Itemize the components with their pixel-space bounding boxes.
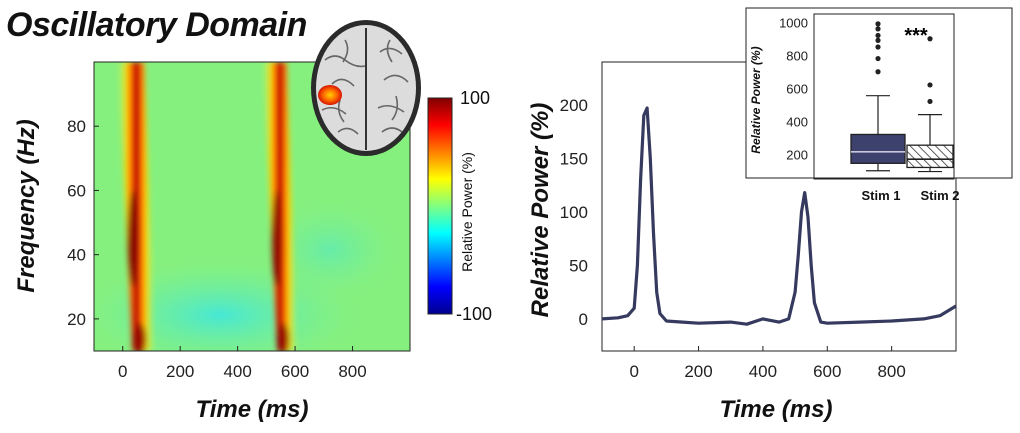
heatmap-streaks <box>118 62 297 351</box>
brain-activation-spot <box>318 85 342 105</box>
heatmap-hotspot-core <box>271 190 283 287</box>
line-chart-panel: 0 200 400 600 800 0 50 100 150 200 Time (ms) Rel… <box>527 61 957 423</box>
heatmap-x-tick-label: 600 <box>281 362 309 381</box>
line-chart-x-tick-label: 800 <box>877 362 905 381</box>
line-chart-x-tick-label: 400 <box>749 362 777 381</box>
line-chart-y-tick-label: 100 <box>560 203 588 222</box>
heatmap-x-tick-label: 800 <box>338 362 366 381</box>
outlier-point <box>875 69 881 75</box>
brain-inset <box>311 20 421 156</box>
box-plot-y-tick-label: 1000 <box>779 15 808 30</box>
heatmap-y-label: Frequency (Hz) <box>13 119 40 292</box>
heatmap-panel: 0 200 400 600 800 20 40 60 80 Time (ms) Frequen… <box>13 20 492 423</box>
line-chart-y-tick-label: 50 <box>569 256 588 275</box>
relative-power-line <box>601 106 957 326</box>
heatmap-x-ticks: 0 200 400 600 800 <box>118 346 367 381</box>
box-1 <box>850 21 906 172</box>
line-chart-x-tick-label: 0 <box>629 362 638 381</box>
line-chart-y-tick-label: 150 <box>560 149 588 168</box>
outlier-point <box>875 44 881 50</box>
line-chart-x-label: Time (ms) <box>720 396 833 423</box>
significance-annotation: *** <box>904 25 928 47</box>
box-plot-y-tick-label: 600 <box>786 81 808 96</box>
heatmap-y-tick-label: 20 <box>67 310 86 329</box>
heatmap-x-tick-label: 0 <box>118 362 127 381</box>
figure-title: Oscillatory Domain <box>6 6 307 44</box>
box-plot-y-label: Relative Power (%) <box>749 46 763 153</box>
line-chart-x-tick-label: 600 <box>813 362 841 381</box>
outlier-point <box>875 37 881 44</box>
outlier-point <box>927 98 933 105</box>
outlier-point <box>875 55 881 62</box>
outlier-point <box>875 26 881 32</box>
heatmap-x-tick-label: 400 <box>223 362 251 381</box>
heatmap-hotspot-base <box>276 323 290 351</box>
heatmap-x-label: Time (ms) <box>196 396 309 423</box>
box-plot-y-ticks: 200 400 600 800 1000 <box>779 15 808 162</box>
outlier-point <box>875 21 881 27</box>
outlier-point <box>875 32 881 39</box>
heatmap-frame <box>93 61 411 352</box>
box-plot-boxes <box>850 21 954 173</box>
heatmap-y-tick-label: 40 <box>67 246 86 265</box>
heatmap-hotspot-core <box>127 190 140 287</box>
outlier-point <box>927 82 933 88</box>
box-iqr <box>850 133 906 164</box>
line-chart-y-ticks: 0 50 100 150 200 <box>560 96 588 329</box>
line-chart-y-tick-label: 200 <box>560 96 588 115</box>
box-2 <box>906 36 954 173</box>
line-chart-y-label: Relative Power (%) <box>527 103 554 318</box>
heatmap-hotspot-base <box>132 323 147 351</box>
line-chart-x-ticks: 0 200 400 600 800 <box>629 346 906 381</box>
colorbar-gradient <box>427 97 453 315</box>
box-plot-frame <box>813 13 955 180</box>
colorbar-min-label: -100 <box>456 304 492 324</box>
box-plot-y-tick-label: 800 <box>786 48 808 63</box>
heatmap-y-tick-label: 60 <box>67 181 86 200</box>
brain-sulci <box>321 39 409 135</box>
heatmap-low-power-region-2 <box>260 200 400 300</box>
box-plot-y-tick-label: 400 <box>786 114 808 129</box>
heatmap-y-ticks: 20 40 60 80 <box>67 117 99 329</box>
box-plot-category-stim2: Stim 2 <box>920 188 959 203</box>
heatmap-y-tick-label: 80 <box>67 117 86 136</box>
colorbar-max-label: 100 <box>460 88 490 108</box>
outlier-point <box>927 36 933 42</box>
box-plot-category-stim1: Stim 1 <box>861 188 900 203</box>
box-iqr <box>906 144 954 169</box>
heatmap-x-tick-label: 200 <box>166 362 194 381</box>
colorbar-label: Relative Power (%) <box>459 152 475 272</box>
line-chart-y-tick-label: 0 <box>579 310 588 329</box>
colorbar: 100 -100 Relative Power (%) <box>427 88 492 324</box>
line-chart-x-tick-label: 200 <box>684 362 712 381</box>
box-plot-y-tick-label: 200 <box>786 147 808 162</box>
